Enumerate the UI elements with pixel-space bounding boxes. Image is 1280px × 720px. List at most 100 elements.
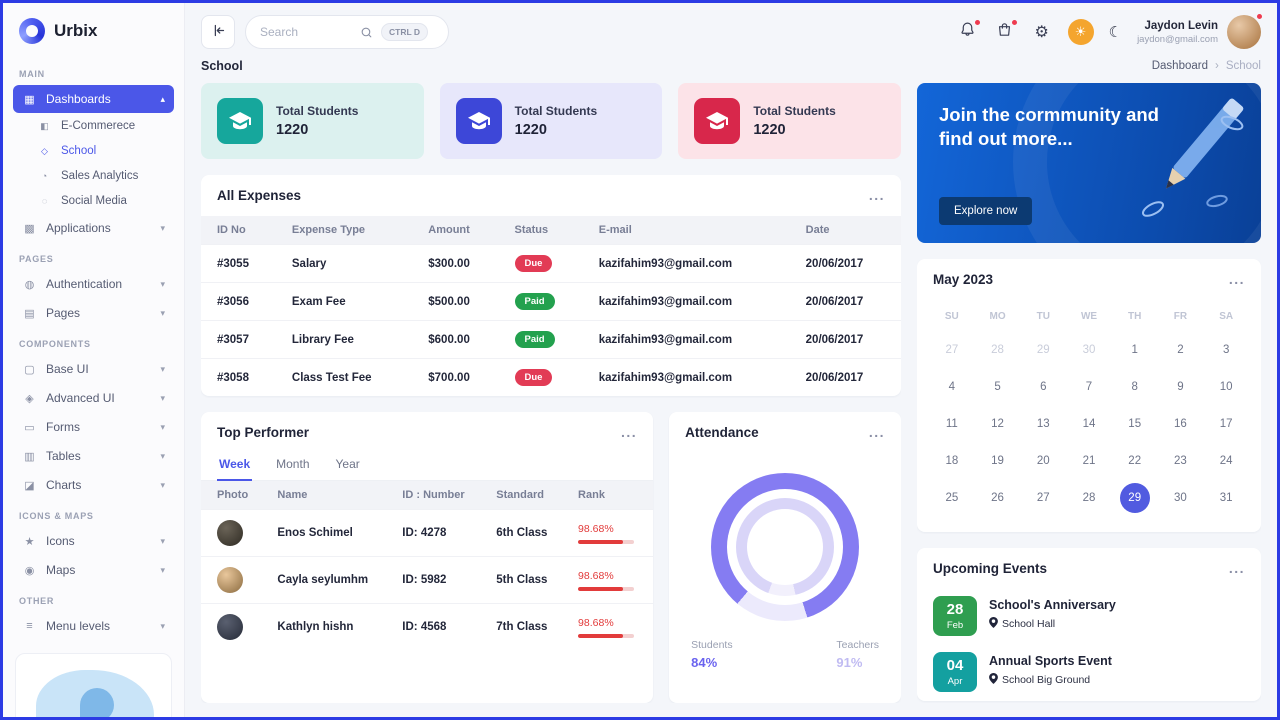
dark-theme-button[interactable]: ☾ — [1109, 23, 1122, 41]
calendar-day[interactable]: 5 — [994, 380, 1001, 393]
search-input[interactable] — [260, 25, 352, 39]
calendar-day[interactable]: 29 — [1036, 343, 1050, 356]
calendar-day[interactable]: 11 — [945, 417, 958, 430]
sidebar-item-advanced-ui[interactable]: ◈ Advanced UI ▾ — [13, 384, 174, 412]
list-item[interactable]: 04 Apr Annual Sports Event School Big Groun… — [917, 645, 1261, 701]
calendar-day[interactable]: 27 — [945, 343, 959, 356]
chevron-down-icon: ▾ — [160, 392, 165, 403]
notifications-button[interactable] — [957, 19, 981, 43]
performer-name: Enos Schimel — [265, 509, 391, 557]
calendar-day[interactable]: 16 — [1174, 417, 1187, 430]
urbix-logo-icon — [19, 18, 45, 44]
calendar-day[interactable]: 27 — [1036, 491, 1050, 504]
tab-week[interactable]: Week — [217, 453, 253, 481]
search-box[interactable]: CTRL D — [245, 15, 449, 49]
chevron-down-icon: ▾ — [160, 535, 165, 546]
light-theme-button[interactable]: ☀ — [1067, 19, 1094, 45]
calendar-day[interactable]: 12 — [991, 417, 1004, 430]
calendar-day[interactable]: 18 — [945, 454, 959, 467]
events-menu-button[interactable]: ... — [1228, 559, 1245, 576]
column-header: Rank — [566, 481, 654, 510]
calendar-day[interactable]: 23 — [1174, 454, 1187, 467]
calendar-day[interactable]: 28 — [991, 343, 1004, 356]
attendance-menu-button[interactable]: ... — [868, 423, 885, 440]
calendar-day[interactable]: 4 — [948, 380, 956, 393]
calendar-day[interactable]: 30 — [1174, 491, 1187, 504]
expense-amount: $700.00 — [416, 358, 503, 396]
calendar-day[interactable]: 31 — [1219, 491, 1233, 504]
sidebar-item-school[interactable]: ◇ School — [13, 139, 174, 163]
user-name: Jaydon Levin — [1144, 19, 1219, 32]
sidebar-item-label: Sales Analytics — [61, 170, 139, 182]
sidebar-item-base-ui[interactable]: ▢ Base UI ▾ — [13, 355, 174, 383]
column-header: Expense Type — [279, 216, 417, 245]
expense-amount: $500.00 — [416, 282, 503, 321]
breadcrumb-row: School Dashboard › School — [185, 57, 1277, 83]
expense-type: Class Test Fee — [279, 358, 417, 396]
calendar-day[interactable]: 28 — [1082, 491, 1096, 504]
event-date-badge: 28 Feb — [933, 596, 977, 636]
sidebar-item-menu-levels[interactable]: ≡ Menu levels ▾ — [13, 612, 174, 640]
calendar-day-selected[interactable]: 29 — [1112, 479, 1158, 516]
calendar-menu-button[interactable]: ... — [1228, 270, 1245, 287]
sidebar-item-pages[interactable]: ▤ Pages ▾ — [13, 299, 174, 327]
list-item[interactable]: 28 Feb School's Anniversary School Hall — [917, 589, 1261, 645]
cart-button[interactable] — [994, 19, 1018, 43]
calendar-day[interactable]: 20 — [1036, 454, 1050, 467]
sidebar-item-sales-analytics[interactable]: ◔ Sales Analytics — [13, 164, 174, 188]
sidebar: Urbix MAIN ▦ Dashboards ▴ ◧ E-Commerece ◇ Schoo… — [3, 3, 185, 717]
calendar-day[interactable]: 17 — [1219, 417, 1233, 430]
calendar-day[interactable]: 30 — [1082, 343, 1096, 356]
calendar-day[interactable]: 2 — [1177, 343, 1184, 356]
sidebar-item-e-commerece[interactable]: ◧ E-Commerece — [13, 114, 174, 138]
tab-month[interactable]: Month — [276, 457, 310, 471]
forms-icon: ▭ — [24, 421, 35, 434]
upcoming-events-card: Upcoming Events ... 28 Feb School's Annive… — [917, 548, 1261, 701]
calendar-day[interactable]: 22 — [1128, 454, 1142, 467]
expenses-title: All Expenses — [217, 188, 302, 203]
calendar-day[interactable]: 14 — [1082, 417, 1096, 430]
logo[interactable]: Urbix — [3, 3, 184, 58]
chevron-down-icon: ▾ — [160, 620, 165, 631]
calendar-day[interactable]: 9 — [1177, 380, 1184, 393]
sidebar-item-tables[interactable]: ▥ Tables ▾ — [13, 442, 174, 470]
calendar-day[interactable]: 26 — [991, 491, 1004, 504]
calendar-day[interactable]: 7 — [1085, 380, 1093, 393]
sidebar-item-dashboards[interactable]: ▦ Dashboards ▴ — [13, 85, 174, 113]
user-menu[interactable]: Jaydon Levin jaydon@gmail.com — [1137, 13, 1263, 49]
calendar-day[interactable]: 13 — [1036, 417, 1050, 430]
breadcrumb-parent[interactable]: Dashboard — [1151, 60, 1208, 72]
sidebar-item-icons[interactable]: ★ Icons ▾ — [13, 527, 174, 555]
sidebar-item-maps[interactable]: ◉ Maps ▾ — [13, 556, 174, 584]
calendar-day[interactable]: 21 — [1082, 454, 1096, 467]
column-header: ID : Number — [390, 481, 485, 510]
calendar-day[interactable]: 15 — [1128, 417, 1142, 430]
calendar-day[interactable]: 3 — [1222, 343, 1230, 356]
sidebar-item-forms[interactable]: ▭ Forms ▾ — [13, 413, 174, 441]
sidebar-collapse-button[interactable] — [201, 15, 235, 49]
chevron-down-icon: ▾ — [160, 307, 165, 318]
calendar-day[interactable]: 24 — [1219, 454, 1233, 467]
calendar-day[interactable]: 1 — [1131, 343, 1138, 356]
table-row: #3055 Salary $300.00 Due kazifahim93@gmail.c… — [201, 244, 901, 283]
sidebar-item-authentication[interactable]: ◍ Authentication ▾ — [13, 270, 174, 298]
sidebar-item-social-media[interactable]: ◌ Social Media — [13, 189, 174, 213]
avatar — [217, 567, 243, 593]
weekday-label: MO — [989, 311, 1006, 322]
expenses-menu-button[interactable]: ... — [868, 186, 885, 203]
topbar-actions: ⚙ ☀ ☾ Jaydon Levin jaydon@gmail.com — [957, 13, 1263, 49]
calendar-day[interactable]: 10 — [1219, 380, 1233, 393]
explore-now-button[interactable]: Explore now — [939, 197, 1033, 225]
main-column: Total Students 1220 Total Students 1220 Tota… — [201, 83, 901, 703]
performer-name: Cayla seylumhm — [265, 556, 391, 604]
settings-button[interactable]: ⚙ — [1031, 21, 1053, 43]
calendar-day[interactable]: 8 — [1131, 380, 1138, 393]
top-performer-menu-button[interactable]: ... — [620, 423, 638, 440]
sidebar-item-charts[interactable]: ◪ Charts ▾ — [13, 471, 174, 499]
expense-email: kazifahim93@gmail.com — [586, 282, 794, 321]
sidebar-item-applications[interactable]: ▩ Applications ▾ — [13, 214, 174, 242]
calendar-day[interactable]: 25 — [945, 491, 959, 504]
calendar-day[interactable]: 19 — [991, 454, 1004, 467]
tab-year[interactable]: Year — [335, 457, 360, 471]
calendar-day[interactable]: 6 — [1040, 380, 1047, 393]
